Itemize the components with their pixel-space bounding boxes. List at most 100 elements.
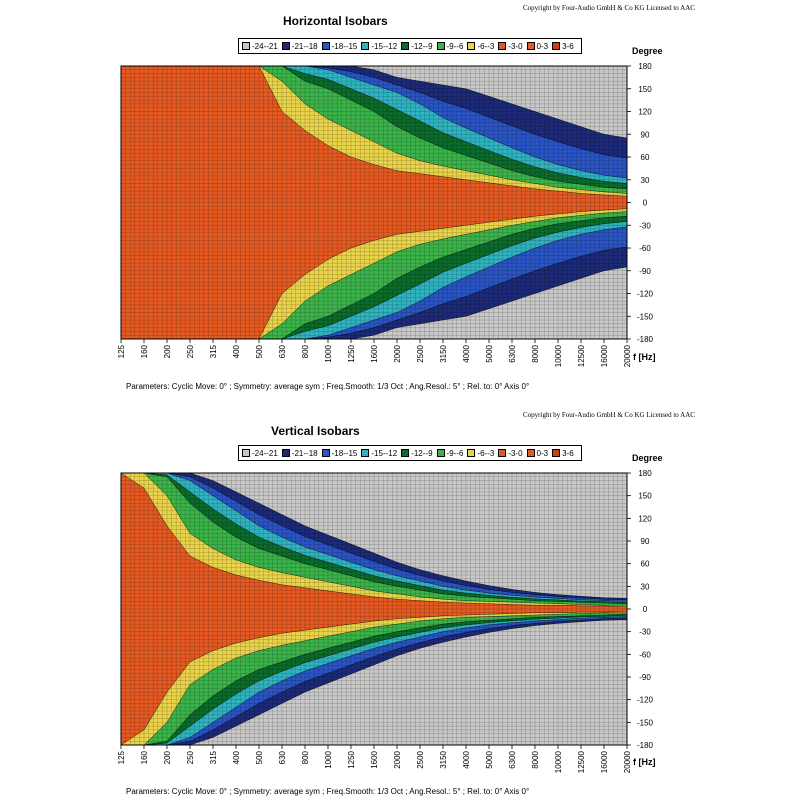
legend-label: -21--18 [291,448,318,458]
legend-swatch [401,449,410,457]
legend-swatch [242,42,250,50]
x-tick-label: 1250 [347,344,356,362]
legend-swatch [321,449,330,457]
x-tick-label: 630 [278,344,287,358]
legend-label: -6--3 [477,448,495,458]
legend-item: -15--12 [361,42,397,51]
x-tick-label: 5000 [485,344,494,362]
legend-item: -24--21 [242,449,278,458]
copyright-text: Copyright by Four-Audio GmbH & Co KG Lic… [523,411,695,419]
x-tick-label: 1250 [347,750,356,768]
legend-item: 3-6 [552,449,574,458]
y-tick-label: 120 [638,108,652,117]
legend-label: -12--9 [411,448,433,458]
y-tick-label: 0 [643,199,648,208]
legend-item: -12--9 [401,41,433,51]
x-tick-label: 4000 [462,344,471,362]
legend-label: -15--12 [371,448,398,458]
x-tick-label: 630 [278,750,287,764]
legend-swatch [498,42,507,50]
legend-item: -12--9 [401,448,433,458]
legend-item: -3-0 [498,448,523,458]
x-tick-label: 400 [232,750,241,764]
x-tick-label: 2000 [393,344,402,362]
legend-label: 3-6 [562,448,574,458]
y-tick-label: -180 [637,741,654,750]
x-tick-label: 12500 [577,750,586,773]
x-tick-label: 500 [255,750,264,764]
legend-label: -3-0 [508,448,523,458]
legend-swatch [552,449,561,457]
y-tick-label: -60 [639,244,651,253]
x-tick-label: 250 [186,344,195,358]
legend-label: -18--15 [331,41,358,51]
x-tick-label: 8000 [531,344,540,362]
legend-swatch [526,42,535,50]
y-axis-title: Degree [632,453,663,463]
x-tick-label: 500 [255,344,264,358]
legend-swatch [281,449,290,457]
x-tick-label: 5000 [485,750,494,768]
x-tick-label: 10000 [554,344,563,367]
legend-label: -24--21 [252,41,278,51]
y-tick-label: -120 [637,290,654,299]
y-tick-label: -30 [639,221,651,230]
legend-label: -18--15 [331,448,358,458]
legend-item: -6--3 [467,449,494,458]
y-tick-label: 120 [638,514,652,523]
legend-label: 3-6 [562,41,574,51]
x-tick-label: 12500 [577,344,586,367]
x-tick-label: 800 [301,750,310,764]
y-tick-label: -120 [637,696,654,705]
y-tick-label: 0 [643,605,648,614]
legend-swatch [281,42,290,50]
parameters-line: Parameters: Cyclic Move: 0° ; Symmetry: … [126,382,530,391]
x-tick-label: 3150 [439,750,448,768]
legend-label: 0-3 [536,41,549,51]
fine-grid [120,65,628,340]
legend-label: -21--18 [291,41,318,51]
y-tick-label: 90 [641,537,650,546]
legend-item: -6--3 [467,42,494,51]
legend-label: -24--21 [252,448,278,458]
legend-swatch [436,42,445,50]
x-tick-label: 16000 [600,344,609,367]
y-tick-label: 180 [638,469,652,478]
legend-swatch [361,42,370,50]
x-tick-label: 200 [163,344,172,358]
x-tick-label: 1000 [324,344,333,362]
x-tick-label: 10000 [554,750,563,773]
legend-label: -12--9 [411,41,433,51]
x-tick-label: 2000 [393,750,402,768]
x-tick-label: 20000 [623,750,632,773]
legend-item: -18--15 [321,448,358,458]
y-tick-label: -150 [637,718,654,727]
y-tick-label: -180 [637,335,654,344]
x-tick-label: 250 [186,750,195,764]
chart-title: Horizontal Isobars [283,14,388,28]
region-0-3 [121,66,627,339]
copyright-text: Copyright by Four-Audio GmbH & Co KG Lic… [523,4,695,12]
chart-title: Vertical Isobars [271,424,360,438]
legend-item: -3-0 [498,42,523,51]
y-tick-label: 60 [641,560,650,569]
x-tick-label: 2500 [416,344,425,362]
legend-item: -18--15 [321,41,358,51]
x-tick-label: 315 [209,344,218,358]
y-tick-label: 30 [641,582,650,591]
isobar-regions [121,473,627,745]
x-tick-label: 160 [140,344,149,358]
x-tick-label: 1600 [370,750,379,768]
x-tick-label: 16000 [600,750,609,773]
legend-swatch [361,449,370,457]
legend-swatch [467,42,476,50]
x-tick-label: 3150 [439,344,448,362]
isobar-regions [121,66,627,339]
legend-swatch [242,449,250,457]
legend: -24--21 -21--18 -18--15 -15--12 -12--9 -9--6 -… [238,445,582,461]
y-tick-label: 180 [638,62,652,71]
legend-label: -9--6 [446,448,464,458]
x-tick-label: 800 [301,344,310,358]
x-tick-label: 125 [117,344,126,358]
legend: -24--21 -21--18 -18--15 -15--12 -12--9 -9--6 -… [238,38,582,54]
